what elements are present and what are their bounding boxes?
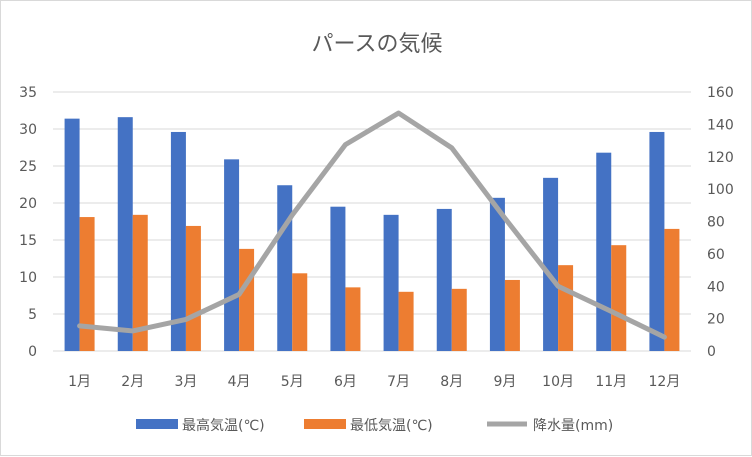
right-axis-tick: 120 [707,150,734,166]
x-axis-tick: 1月 [68,374,91,390]
bar-low-temp [558,265,573,351]
bar-high-temp [649,132,664,351]
bar-high-temp [437,209,452,351]
x-axis-tick: 4月 [228,374,251,390]
legend-swatch [136,419,178,429]
bar-high-temp [224,159,239,351]
left-axis-tick: 25 [19,159,37,175]
x-axis-tick: 6月 [334,374,357,390]
bar-low-temp [664,229,679,351]
bar-high-temp [596,153,611,351]
x-axis-tick: 10月 [542,374,574,390]
right-axis-tick: 0 [707,344,716,360]
x-axis-tick: 7月 [387,374,410,390]
rainfall-line [80,113,665,337]
x-axis-tick: 8月 [440,374,463,390]
x-axis-tick: 12月 [649,374,681,390]
right-axis-tick: 60 [707,247,725,263]
legend-label: 最低気温(℃) [350,418,433,434]
left-axis-tick: 5 [28,307,37,323]
bar-low-temp [80,217,95,351]
right-axis-tick: 160 [707,85,734,101]
bar-low-temp [611,245,626,351]
left-axis-tick: 35 [19,85,37,101]
left-axis-tick: 20 [19,196,37,212]
bar-low-temp [345,287,360,351]
right-axis-tick: 80 [707,215,725,231]
right-axis-tick: 100 [707,182,734,198]
bar-low-temp [399,292,414,351]
bar-high-temp [543,178,558,351]
right-axis-tick: 20 [707,312,725,328]
legend-label: 最高気温(℃) [182,417,265,434]
right-axis-tick: 40 [707,279,725,295]
bar-high-temp [384,215,399,351]
bar-high-temp [277,185,292,351]
x-axis-tick: 5月 [281,374,304,390]
bar-high-temp [330,207,345,351]
left-axis-tick: 10 [19,270,37,286]
legend-label: 降水量(mm) [533,418,613,434]
left-axis-tick: 0 [28,344,37,360]
x-axis-tick: 3月 [174,374,197,390]
chart-title: パースの気候 [312,32,443,57]
bar-low-temp [452,289,467,351]
bar-low-temp [505,280,520,351]
bar-high-temp [490,198,505,351]
legend-swatch [304,419,346,429]
bar-low-temp [186,226,201,351]
x-axis-tick: 11月 [595,374,627,390]
bar-high-temp [65,119,80,351]
bar-low-temp [292,273,307,351]
left-axis-tick: 30 [19,122,37,138]
right-axis-tick: 140 [707,117,734,133]
left-axis-tick: 15 [19,233,37,249]
x-axis-tick: 9月 [493,374,516,390]
bar-high-temp [118,117,133,351]
bar-low-temp [239,249,254,351]
x-axis-tick: 2月 [121,374,144,390]
